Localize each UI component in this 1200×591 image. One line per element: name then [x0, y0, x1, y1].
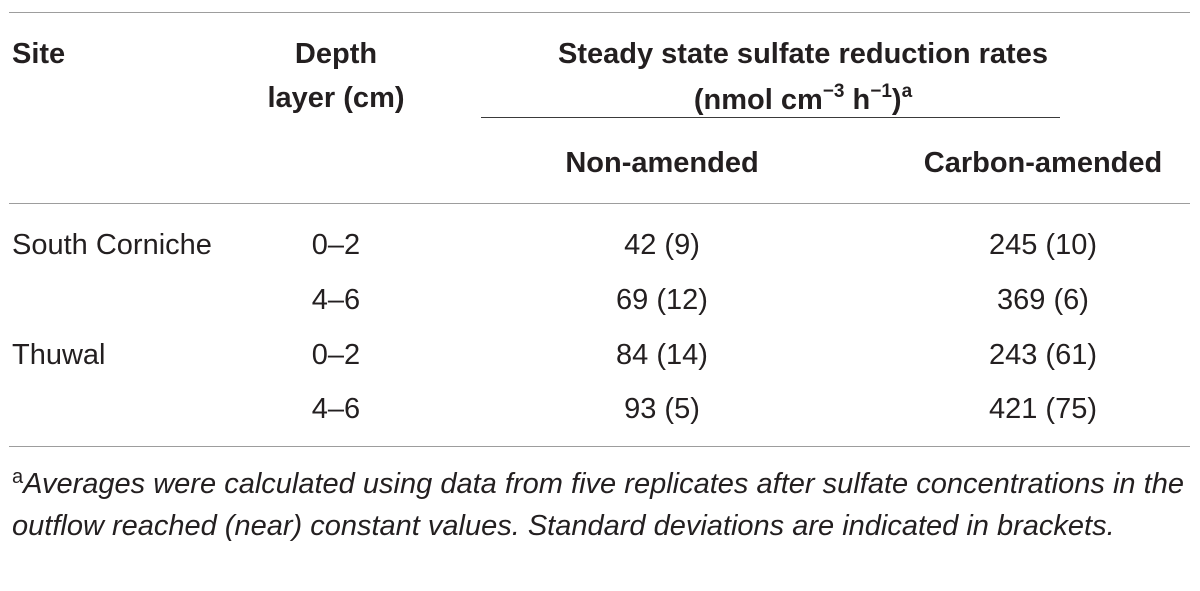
table-bottom-rule [9, 446, 1190, 447]
footnote-text: Averages were calculated using data from… [12, 468, 1184, 542]
cell-non-amended: 84 (14) [616, 339, 708, 371]
header-subrule [481, 117, 1060, 118]
rates-unit-mid: h [844, 84, 871, 116]
rates-unit-prefix: (nmol cm [693, 84, 823, 116]
rates-footnote-mark: a [901, 81, 913, 102]
table-footnote: aAverages were calculated using data fro… [12, 463, 1184, 547]
cell-non-amended: 93 (5) [624, 393, 700, 425]
header-bottom-rule [9, 203, 1190, 204]
rates-unit-suffix: ) [891, 84, 902, 116]
header-depth-line2: layer (cm) [267, 82, 405, 114]
cell-non-amended: 69 (12) [616, 284, 708, 316]
header-carbon-amended: Carbon-amended [923, 147, 1163, 179]
header-depth-line1: Depth [294, 38, 378, 70]
top-rule [9, 12, 1190, 13]
cell-carbon-amended: 421 (75) [988, 393, 1098, 425]
rates-unit-sup2: −1 [870, 81, 892, 102]
footnote-mark: a [12, 466, 24, 488]
cell-depth: 4–6 [311, 393, 361, 425]
header-rates-unit: (nmol cm−3 h−1)a [694, 82, 912, 118]
cell-carbon-amended: 369 (6) [997, 284, 1089, 316]
cell-depth: 4–6 [311, 284, 361, 316]
rates-unit-sup1: −3 [822, 81, 845, 102]
header-site: Site [12, 38, 66, 70]
cell-site: Thuwal [12, 339, 106, 371]
header-non-amended: Non-amended [565, 147, 759, 179]
cell-depth: 0–2 [311, 229, 361, 261]
cell-non-amended: 42 (9) [624, 229, 700, 261]
cell-depth: 0–2 [311, 339, 361, 371]
header-rates-line1: Steady state sulfate reduction rates [558, 38, 1048, 70]
cell-site: South Corniche [12, 229, 212, 261]
cell-carbon-amended: 245 (10) [988, 229, 1098, 261]
cell-carbon-amended: 243 (61) [988, 339, 1098, 371]
